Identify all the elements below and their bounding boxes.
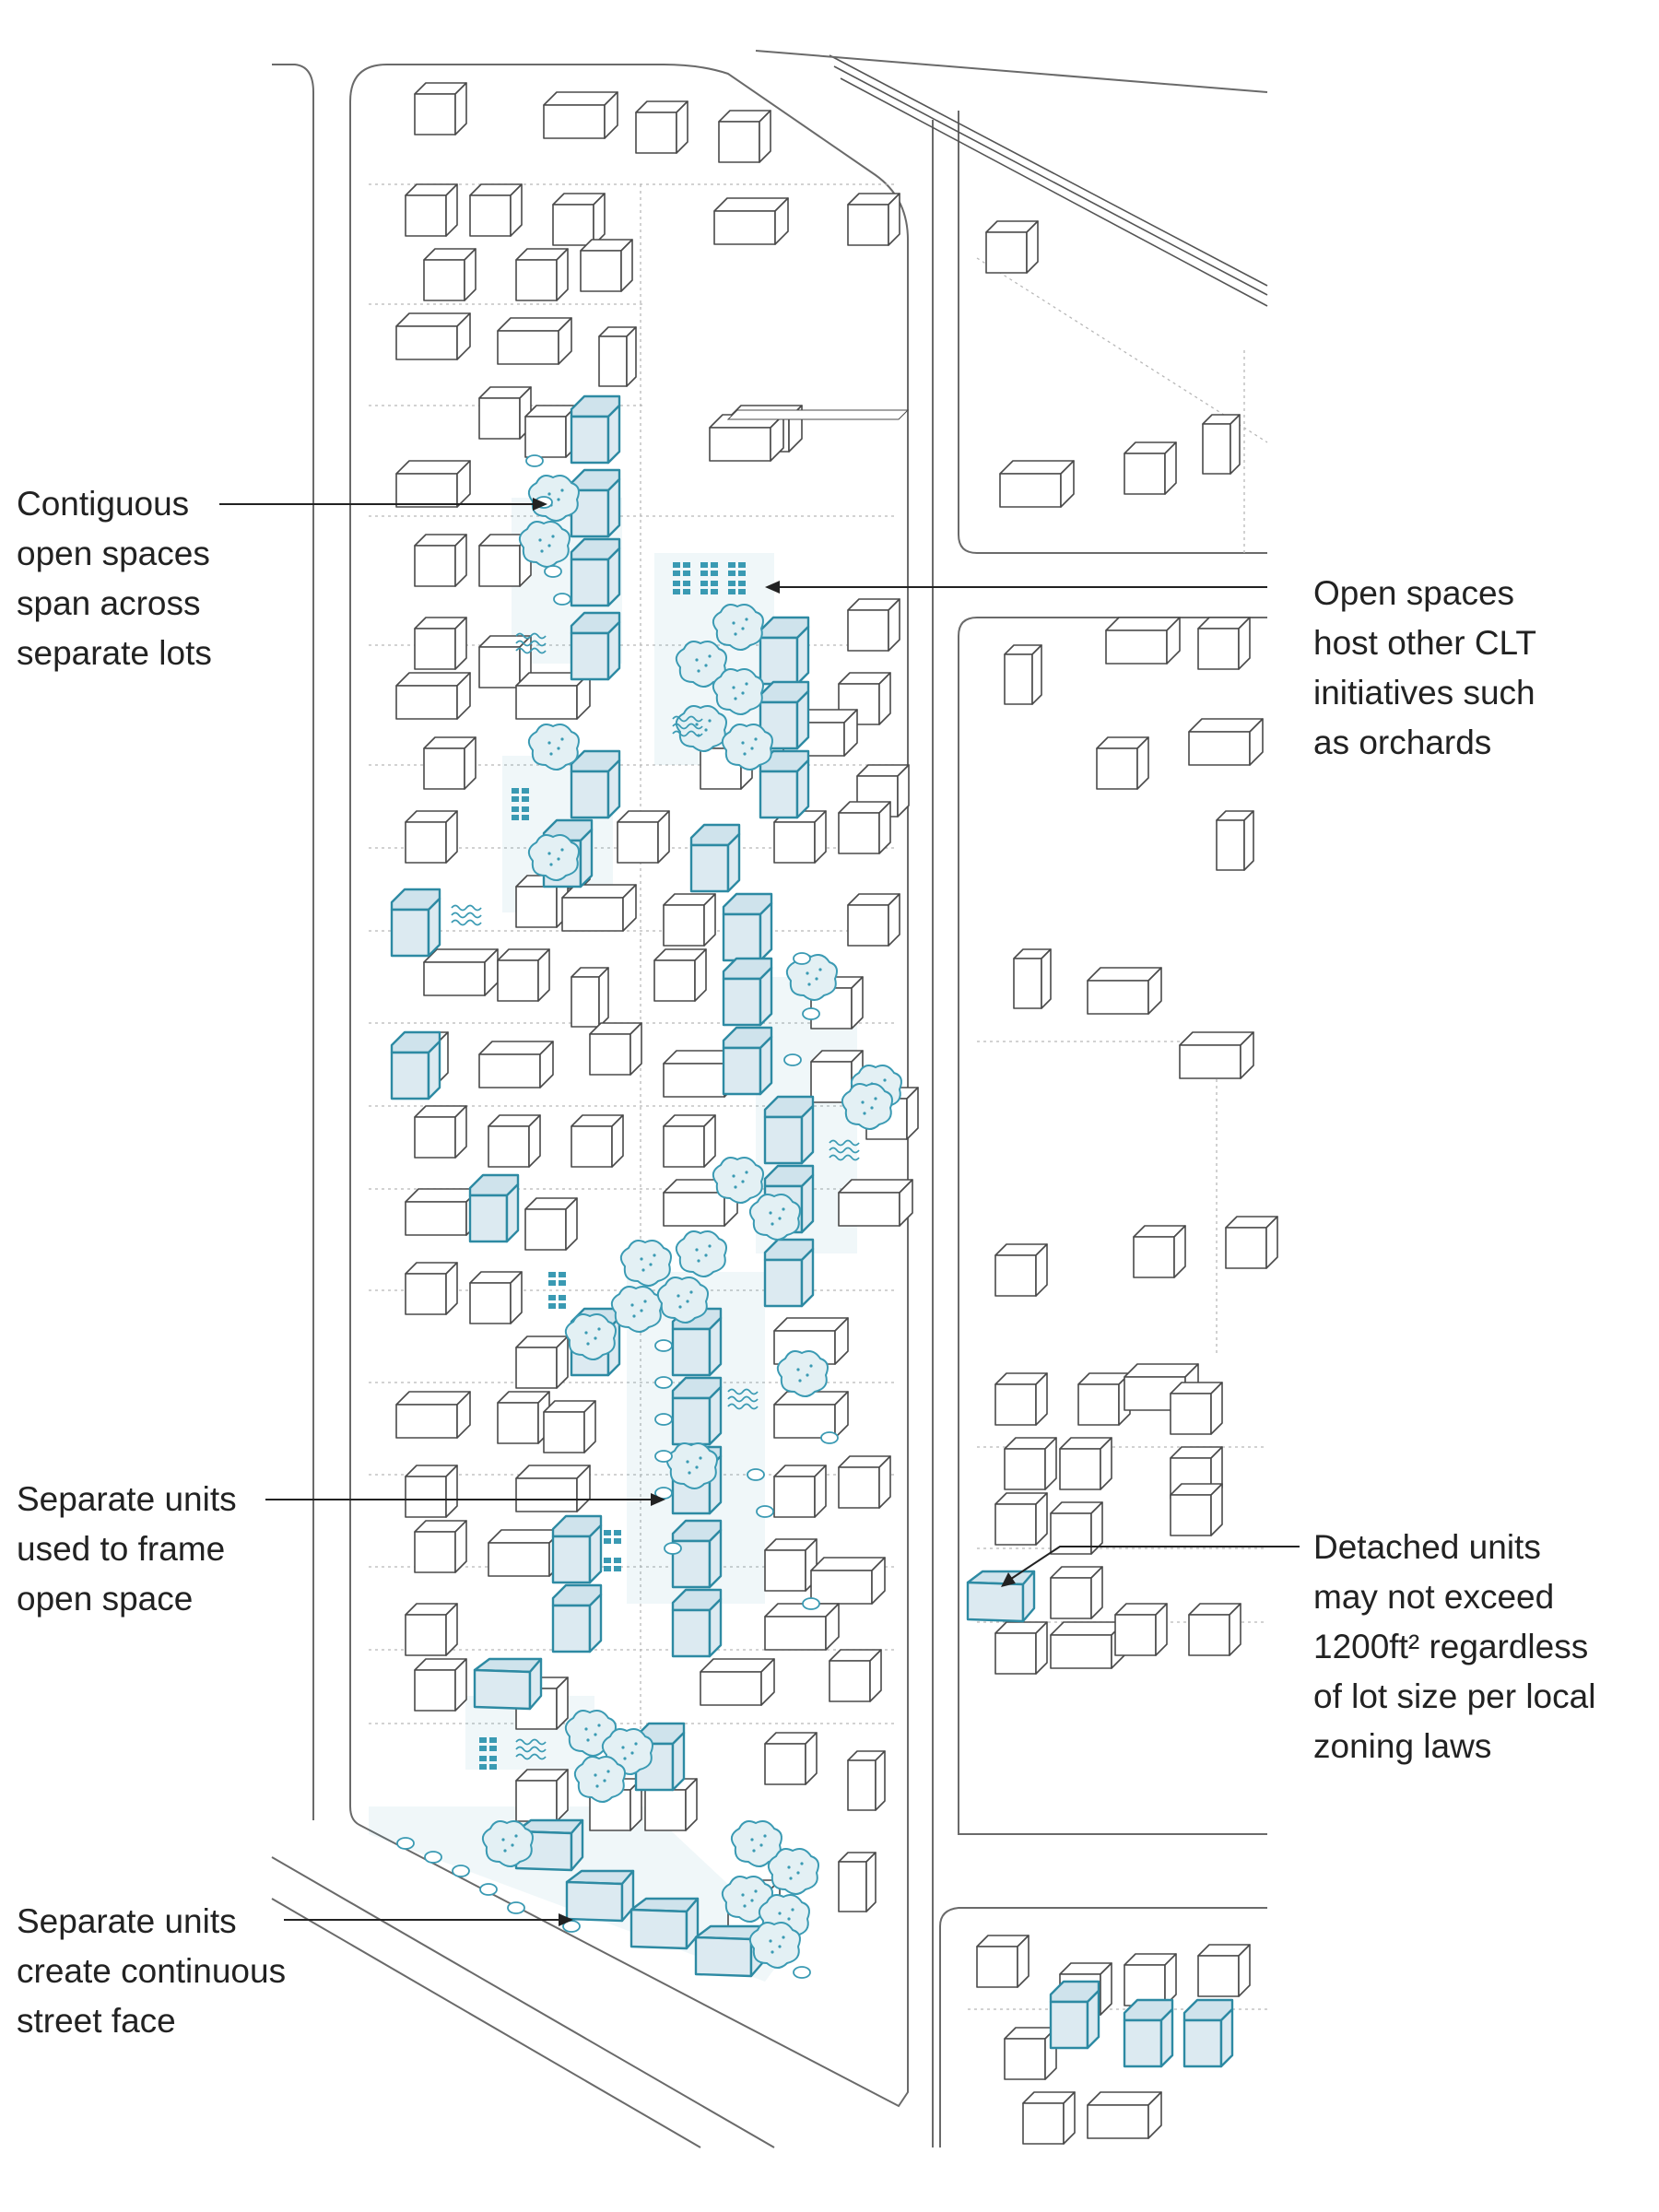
annotation-line: Detached units	[1313, 1528, 1541, 1566]
annotation-open-spaces-clt: Open spaces host other CLT initiatives s…	[1313, 569, 1536, 768]
existing-buildings	[395, 82, 1278, 2145]
arrowhead-detached	[1001, 1572, 1016, 1587]
arrowhead-frame	[651, 1493, 665, 1506]
arrowhead-orchards	[765, 581, 780, 594]
annotation-line: as orchards	[1313, 724, 1492, 761]
rail-line-2	[833, 65, 1268, 296]
south-road	[271, 1856, 775, 2148]
south-road-2	[271, 1898, 701, 2148]
annotation-line: span across	[17, 584, 201, 622]
annotation-line: Contiguous	[17, 485, 190, 523]
annotation-contiguous-open-spaces: Contiguous open spaces span across separ…	[17, 479, 212, 678]
annotation-line: Open spaces	[1313, 574, 1515, 612]
annotation-line: Separate units	[17, 1480, 237, 1518]
northeast-block-outline	[958, 111, 1267, 554]
annotation-continuous-street-face: Separate units create continuous street …	[17, 1897, 286, 2046]
arrowhead-streetface	[559, 1913, 573, 1926]
main-block-outline	[349, 64, 909, 2108]
annotation-line: used to frame	[17, 1530, 226, 1568]
north-road	[755, 50, 1268, 93]
annotation-line: create continuous	[17, 1952, 287, 1990]
arrowhead-contiguous	[533, 498, 547, 511]
annotation-line: initiatives such	[1313, 674, 1535, 712]
leader-lines	[219, 498, 1300, 1926]
annotation-detached-units-limit: Detached units may not exceed 1200ft² re…	[1313, 1523, 1595, 1771]
southeast-block-outline	[939, 1907, 1267, 2147]
annotation-units-frame-open-space: Separate units used to frame open space	[17, 1475, 237, 1624]
leader-detached	[1007, 1546, 1300, 1582]
annotation-line: open spaces	[17, 535, 210, 572]
annotation-line: Separate units	[17, 1902, 237, 1940]
rail-line-3	[840, 77, 1268, 307]
annotation-line: open space	[17, 1580, 194, 1618]
annotation-line: street face	[17, 2002, 176, 2040]
annotation-line: 1200ft² regardless	[1313, 1628, 1589, 1665]
rail-line-1	[829, 54, 1268, 287]
annotation-line: zoning laws	[1313, 1727, 1492, 1765]
east-block-outline	[958, 617, 1267, 1835]
west-street-edge	[272, 64, 314, 1820]
annotation-line: of lot size per local	[1313, 1677, 1596, 1715]
annotation-line: host other CLT	[1313, 624, 1536, 662]
annotation-line: separate lots	[17, 634, 212, 672]
street-network	[271, 50, 1268, 2148]
annotation-line: may not exceed	[1313, 1578, 1555, 1616]
